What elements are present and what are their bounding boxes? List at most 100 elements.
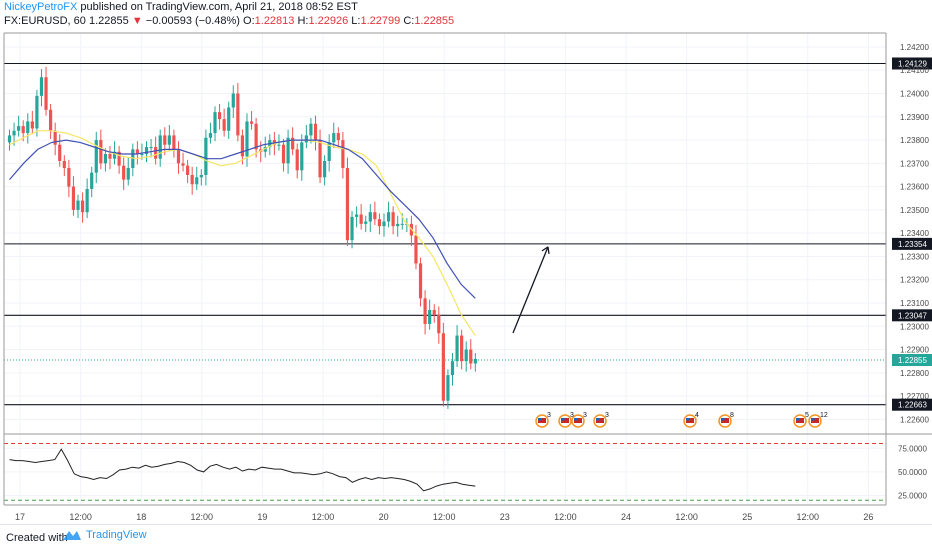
candle-body <box>167 135 171 145</box>
x-tick-label: 26 <box>863 512 873 522</box>
arrow-annotation[interactable] <box>512 246 550 334</box>
candle-body <box>39 77 44 96</box>
candle-body <box>213 112 217 134</box>
candle-body <box>112 151 117 159</box>
candle-body <box>446 375 450 401</box>
y-tick-label: 1.22900 <box>900 346 929 355</box>
candle-body <box>195 177 199 185</box>
candle-body <box>460 335 464 362</box>
candle-body <box>373 212 377 220</box>
candle-body <box>108 154 112 159</box>
candle-body <box>186 165 190 175</box>
candle-body <box>99 140 103 164</box>
event-count-label: 5 <box>805 412 809 419</box>
candle-body <box>117 151 121 166</box>
candle-body <box>263 147 267 152</box>
footer: Created with TradingView <box>0 524 932 551</box>
event-flag-stripe <box>811 418 819 423</box>
current-price-label: 1.22855 <box>898 356 927 365</box>
x-tick-label: 12:00 <box>554 512 577 522</box>
candle-body <box>135 149 139 155</box>
candle-body <box>281 144 286 164</box>
candle-body <box>354 214 359 217</box>
x-tick-label: 24 <box>621 512 631 522</box>
x-tick-label: 19 <box>257 512 267 522</box>
candle-body <box>359 214 363 224</box>
y-tick-label: 1.23000 <box>900 322 929 331</box>
symbol-label[interactable]: FX:EURUSD, 60 <box>4 15 86 27</box>
tradingview-link[interactable]: TradingView <box>62 528 147 542</box>
candle-body <box>295 149 299 171</box>
event-flag-stripe <box>596 418 604 423</box>
level-price-label: 1.22663 <box>898 401 927 410</box>
candle-body <box>76 200 80 210</box>
candle-body <box>368 212 372 222</box>
candle-body <box>309 123 313 136</box>
candle-body <box>71 186 76 210</box>
candle-body <box>391 212 395 227</box>
y-tick-label: 1.23100 <box>900 299 929 308</box>
candle-body <box>455 335 459 362</box>
candle-body <box>172 135 176 150</box>
horizontal-levels[interactable]: 1.24129 1.23354 1.23047 1.22663 1.22855 <box>4 57 932 411</box>
economic-event-icons[interactable]: 3 3 3 3 4 8 5 12 <box>535 412 828 428</box>
candle-body <box>418 263 423 299</box>
level-price-label: 1.23047 <box>898 311 927 320</box>
candle-body <box>53 130 57 145</box>
close-label: C: <box>403 15 415 27</box>
candle-body <box>154 147 158 159</box>
x-tick-label: 18 <box>136 512 146 522</box>
candle-body <box>464 349 468 362</box>
candle-body <box>122 165 126 180</box>
x-tick-label: 20 <box>379 512 389 522</box>
y-tick-label: 1.24000 <box>900 90 929 99</box>
event-flag-stripe <box>574 418 582 423</box>
candle-body <box>222 119 226 131</box>
candle-body <box>386 212 391 222</box>
candle-body <box>254 123 258 150</box>
candle-body <box>428 309 432 324</box>
candle-body <box>103 154 108 164</box>
event-count-label: 3 <box>583 412 587 419</box>
author-link[interactable]: NickeyPetroFX <box>4 1 78 13</box>
candle-body <box>217 112 222 120</box>
candle-body <box>176 149 181 164</box>
candle-body <box>432 309 436 315</box>
y-tick-label: 1.24100 <box>900 66 929 75</box>
moving-averages <box>9 130 476 336</box>
candle-body <box>158 135 162 159</box>
tradingview-brand: TradingView <box>86 529 147 541</box>
candle-body <box>163 135 167 145</box>
candle-body <box>341 140 345 168</box>
rsi-line <box>9 448 476 492</box>
candle-body <box>469 349 473 364</box>
y-tick-label: 1.23300 <box>900 252 929 261</box>
candle-body <box>140 154 144 156</box>
open-value: 1.22813 <box>254 15 295 27</box>
candle-body <box>49 109 53 131</box>
event-count-label: 3 <box>605 412 609 419</box>
x-tick-label: 12:00 <box>312 512 335 522</box>
candle-body <box>21 126 25 134</box>
candle-body <box>80 200 85 213</box>
candle-body <box>441 333 445 401</box>
low-value: 1.22799 <box>360 15 401 27</box>
rsi-pane: 75.0000 50.0000 25.0000 <box>4 443 927 501</box>
x-tick-label: 25 <box>742 512 752 522</box>
event-flag-stripe <box>538 418 546 423</box>
current-price-box <box>892 354 932 367</box>
candle-body <box>85 188 89 213</box>
event-count-label: 12 <box>820 412 828 419</box>
candle-body <box>227 107 231 131</box>
candle-body <box>437 314 441 334</box>
level-price-box <box>892 57 932 70</box>
candle-body <box>26 121 30 134</box>
high-value: 1.22926 <box>308 15 349 27</box>
event-count-label: 3 <box>570 412 574 419</box>
down-triangle-icon: ▼ <box>131 15 143 27</box>
candle-body <box>12 130 16 136</box>
candle-body <box>231 93 235 108</box>
candle-body <box>300 142 304 171</box>
moving-average-line <box>9 130 476 336</box>
